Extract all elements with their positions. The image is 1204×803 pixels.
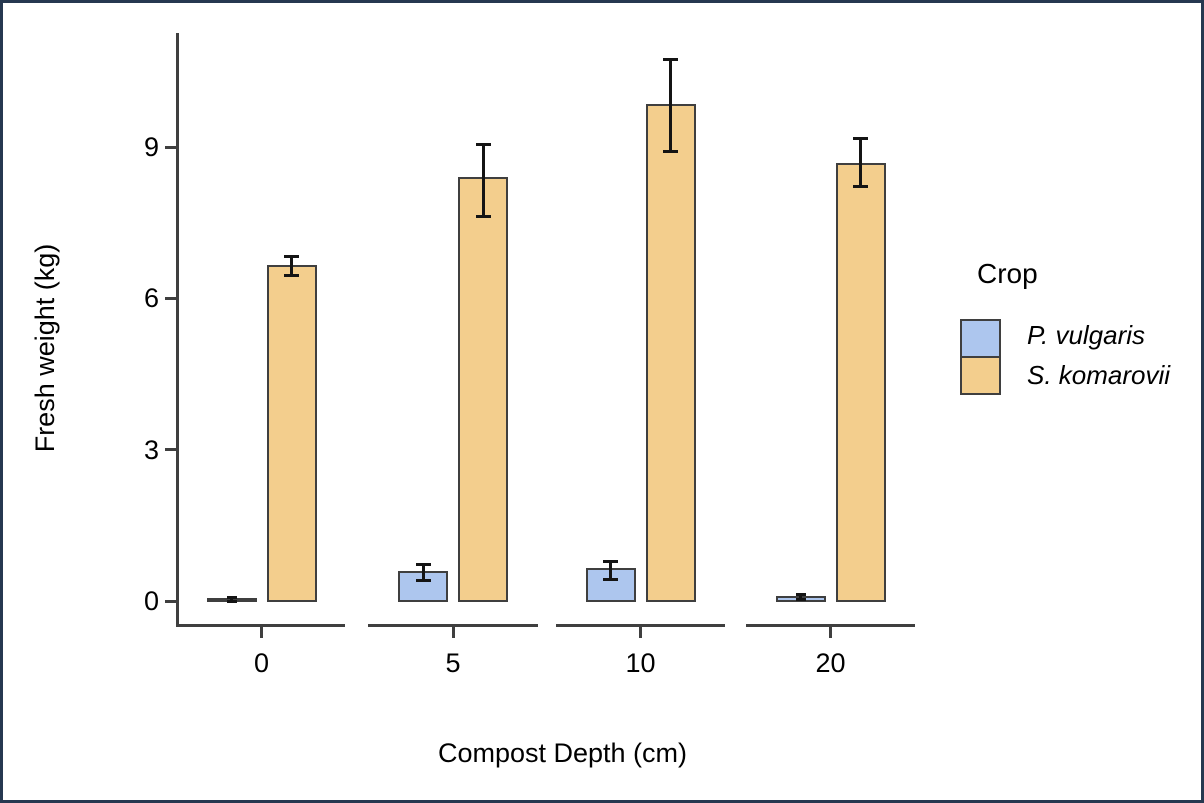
legend-label-p-vulgaris: P. vulgaris (1027, 320, 1146, 350)
error-bar-cap (475, 142, 491, 146)
error-bar-cap (603, 560, 618, 564)
error-bar-cap (663, 58, 678, 62)
legend-title: Crop (977, 258, 1038, 289)
error-bar-cap (415, 578, 431, 582)
error-bar-stem (290, 256, 293, 276)
error-bar-cap (853, 137, 868, 141)
x-axis-title: Compost Depth (cm) (437, 738, 688, 768)
x-tick-label: 10 (625, 648, 656, 678)
error-bar-stem (481, 144, 485, 217)
error-bar-cap (475, 214, 491, 218)
x-tick-label: 5 (445, 648, 461, 678)
x-tick-label: 0 (253, 648, 270, 678)
y-tick-label: 0 (143, 586, 159, 616)
legend-swatch-p-vulgaris (960, 319, 1001, 358)
error-bar-cap (663, 149, 678, 153)
y-tick-mark (165, 599, 176, 603)
error-bar-cap (226, 599, 237, 603)
error-bar-stem (859, 138, 862, 187)
x-axis-line (556, 624, 725, 627)
error-bar-cap (226, 596, 237, 600)
y-tick-mark (165, 145, 176, 149)
x-tick-mark (829, 627, 832, 638)
legend-label-s-komarovii: S. komarovii (1027, 360, 1171, 390)
bar-s-komarovii (458, 177, 508, 603)
x-axis-line (746, 624, 915, 627)
error-bar-stem (421, 564, 425, 581)
error-bar-cap (284, 254, 299, 258)
error-bar-cap (603, 577, 618, 581)
x-axis-line (368, 624, 538, 627)
bar-s-komarovii (266, 264, 317, 603)
y-tick-label: 9 (143, 132, 159, 163)
plot-area: 0 3 6 9 0 5 10 20 (3, 3, 1201, 800)
legend-swatch-s-komarovii (960, 355, 1001, 395)
x-tick-mark (260, 627, 263, 638)
error-bar-cap (853, 185, 868, 189)
x-tick-mark (451, 627, 455, 638)
error-bar-stem (230, 597, 233, 601)
error-bar-cap (795, 598, 806, 602)
error-bar-cap (415, 563, 431, 567)
y-tick-label: 3 (143, 434, 159, 465)
x-axis-line (178, 624, 345, 627)
error-bar-cap (284, 273, 299, 277)
bar-s-komarovii (645, 103, 696, 603)
error-bar-stem (799, 594, 802, 600)
y-tick-mark (165, 448, 176, 452)
error-bar-stem (669, 59, 672, 152)
x-tick-label: 20 (815, 648, 846, 678)
y-axis-line (176, 33, 179, 627)
bar-s-komarovii (835, 162, 886, 603)
error-bar-stem (609, 561, 612, 580)
error-bar-cap (795, 593, 806, 597)
y-tick-mark (165, 296, 176, 300)
y-tick-label: 6 (143, 283, 159, 314)
x-tick-mark (639, 627, 642, 638)
